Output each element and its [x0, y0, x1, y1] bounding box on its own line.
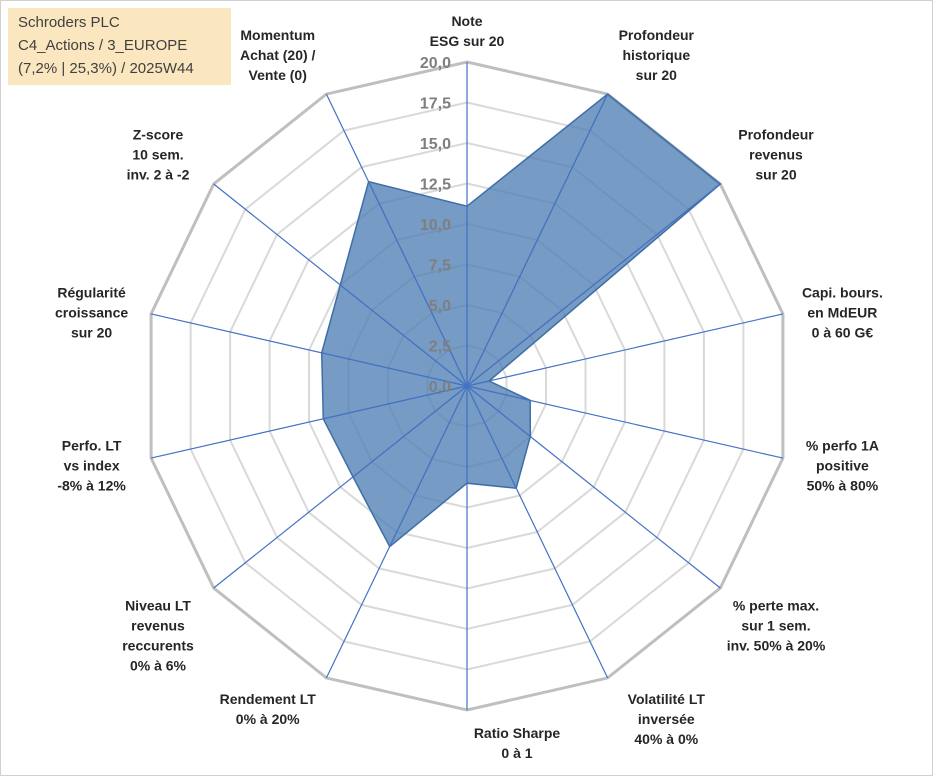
series-spoke — [466, 93, 609, 387]
series-spoke — [466, 385, 531, 401]
title-company: Schroders PLC — [18, 14, 120, 31]
tick-label: 12,5 — [420, 177, 451, 194]
radar-tick-labels: 0,0 2,5 5,0 7,5 10,0 12,5 15,0 17,5 20,0 — [420, 55, 451, 396]
title-category: C4_Actions / 3_EUROPE — [18, 37, 188, 54]
axis-spoke — [466, 313, 784, 387]
axis-label: Volatilité LT inversée 40% à 0% — [628, 691, 706, 747]
radar-series — [320, 93, 722, 548]
title-period: (7,2% | 25,3%) / 2025W44 — [18, 60, 194, 77]
axis-label: Profondeur historique sur 20 — [619, 27, 695, 83]
tick-label: 17,5 — [420, 96, 451, 113]
axis-label: Note ESG sur 20 — [430, 13, 505, 49]
axis-label: % perfo 1A positive 50% à 80% — [806, 438, 879, 494]
axis-label: Profondeur revenus sur 20 — [738, 127, 814, 183]
series-spoke — [466, 380, 490, 387]
series-spoke — [389, 385, 468, 547]
tick-label: 10,0 — [420, 217, 451, 234]
axis-label: Régularité croissance sur 20 — [55, 285, 128, 341]
series-spoke — [466, 385, 531, 437]
tick-label: 20,0 — [420, 55, 451, 72]
tick-label: 15,0 — [420, 136, 451, 153]
axis-label: % perte max. sur 1 sem. inv. 50% à 20% — [727, 598, 826, 654]
series-spoke — [466, 183, 721, 387]
tick-label: 5,0 — [429, 298, 451, 315]
axis-label: Ratio Sharpe 0 à 1 — [474, 725, 561, 761]
tick-label: 0,0 — [429, 379, 451, 396]
axis-label: Perfo. LT vs index -8% à 12% — [57, 438, 126, 494]
series-spoke — [368, 181, 468, 387]
axis-label: Z-score 10 sem. inv. 2 à -2 — [127, 127, 190, 183]
axis-label: Rendement LT 0% à 20% — [220, 691, 317, 727]
axis-label: Capi. bours. en MdEUR 0 à 60 G€ — [802, 285, 883, 341]
chart-title-box: Schroders PLC C4_Actions / 3_EUROPE (7,2… — [8, 8, 231, 85]
tick-label: 2,5 — [429, 339, 451, 356]
series-spoke — [321, 352, 468, 387]
tick-label: 7,5 — [429, 258, 451, 275]
series-spoke — [323, 385, 468, 420]
series-spoke — [352, 385, 468, 478]
series-spoke — [339, 284, 468, 387]
radar-axis-labels: Note ESG sur 20 Profondeur historique sur 20… — [55, 13, 883, 761]
series-spoke — [466, 385, 517, 489]
axis-label: Niveau LT revenus reccurents 0% à 6% — [122, 598, 194, 674]
axis-label: Momentum Achat (20) / Vente (0) — [240, 27, 316, 83]
